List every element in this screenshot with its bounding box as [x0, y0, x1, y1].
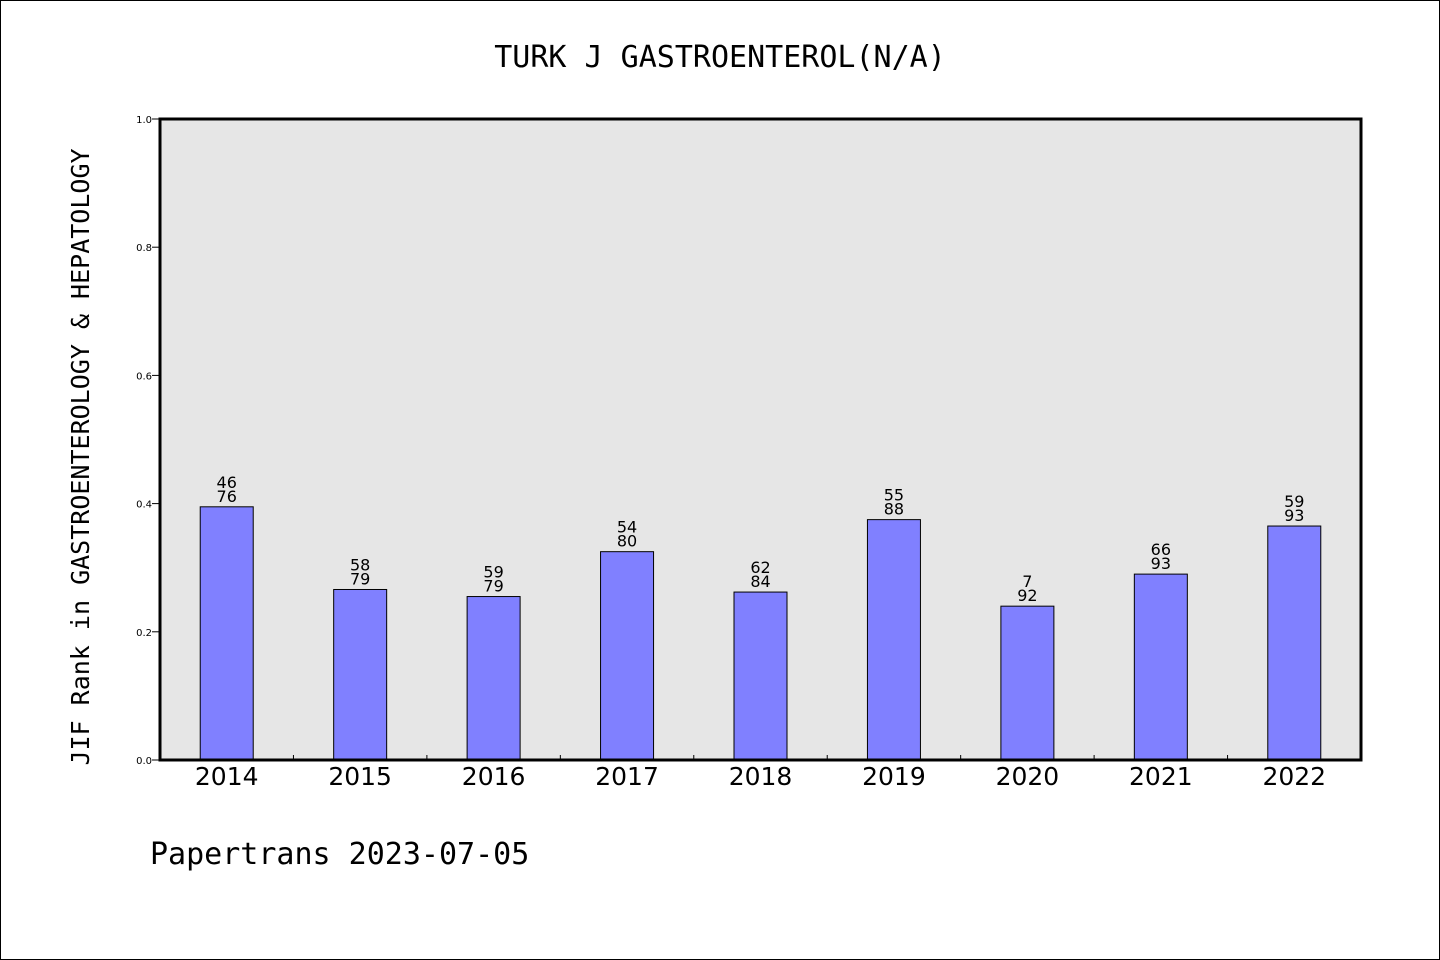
x-tick-label: 2014 [195, 762, 259, 791]
y-tick-label: 0.0 [136, 756, 152, 767]
plot-border [158, 117, 1363, 762]
x-tick-label: 2019 [862, 762, 926, 791]
x-tick-label: 2017 [595, 762, 659, 791]
bar-total-label: 88 [884, 500, 904, 519]
bar-rank-label: 55 [884, 486, 904, 505]
bar-2020 [1000, 605, 1055, 761]
y-tick-label: 0.4 [136, 500, 152, 511]
y-axis-ticks: 0.0 0.2 0.4 0.6 0.8 1.0 [136, 115, 160, 767]
bar-rank-label: 54 [617, 518, 637, 537]
bar-2017 [600, 551, 655, 761]
bar-total-label: 80 [617, 532, 637, 551]
y-tick-label: 0.2 [136, 628, 152, 639]
y-tick-label: 1.0 [136, 115, 152, 126]
bar-2021 [1133, 573, 1188, 761]
bar-rank-label: 66 [1151, 540, 1171, 559]
bar-rank-label: 7 [1022, 572, 1032, 591]
bar-rank-label: 59 [1284, 492, 1304, 511]
bar-2015 [333, 588, 388, 761]
bar-total-label: 84 [750, 572, 770, 591]
bar-total-label: 79 [350, 569, 370, 588]
bar-2016 [466, 596, 521, 761]
y-tick-label: 0.8 [136, 243, 152, 254]
x-tick-label: 2016 [462, 762, 526, 791]
bar-2014 [199, 506, 254, 761]
footer-source-date: Papertrans 2023-07-05 [150, 837, 529, 872]
bar-total-label: 92 [1017, 586, 1037, 605]
x-axis-ticks: 2014 2015 2016 2017 2018 2019 2020 2021 2022 [195, 755, 1326, 791]
x-tick-label: 2018 [729, 762, 793, 791]
chart-title: TURK J GASTROENTEROL(N/A) [494, 40, 946, 75]
bar-2022 [1267, 525, 1322, 761]
bar-total-label: 93 [1151, 554, 1171, 573]
bar-rank-label: 62 [750, 558, 770, 577]
x-tick-label: 2021 [1129, 762, 1193, 791]
y-axis-label: JIF Rank in GASTROENTEROLOGY & HEPATOLOG… [66, 148, 95, 765]
x-tick-label: 2015 [328, 762, 392, 791]
bar-2019 [866, 519, 921, 761]
y-tick-label: 0.6 [136, 371, 152, 382]
x-tick-label: 2020 [996, 762, 1060, 791]
bar-2018 [733, 591, 788, 761]
x-tick-label: 2022 [1262, 762, 1326, 791]
bar-rank-label: 58 [350, 555, 370, 574]
bar-total-label: 76 [217, 487, 237, 506]
bar-total-label: 79 [483, 577, 503, 596]
bar-rank-label: 46 [217, 473, 237, 492]
bar-total-label: 93 [1284, 506, 1304, 525]
bar-rank-label: 59 [483, 563, 503, 582]
